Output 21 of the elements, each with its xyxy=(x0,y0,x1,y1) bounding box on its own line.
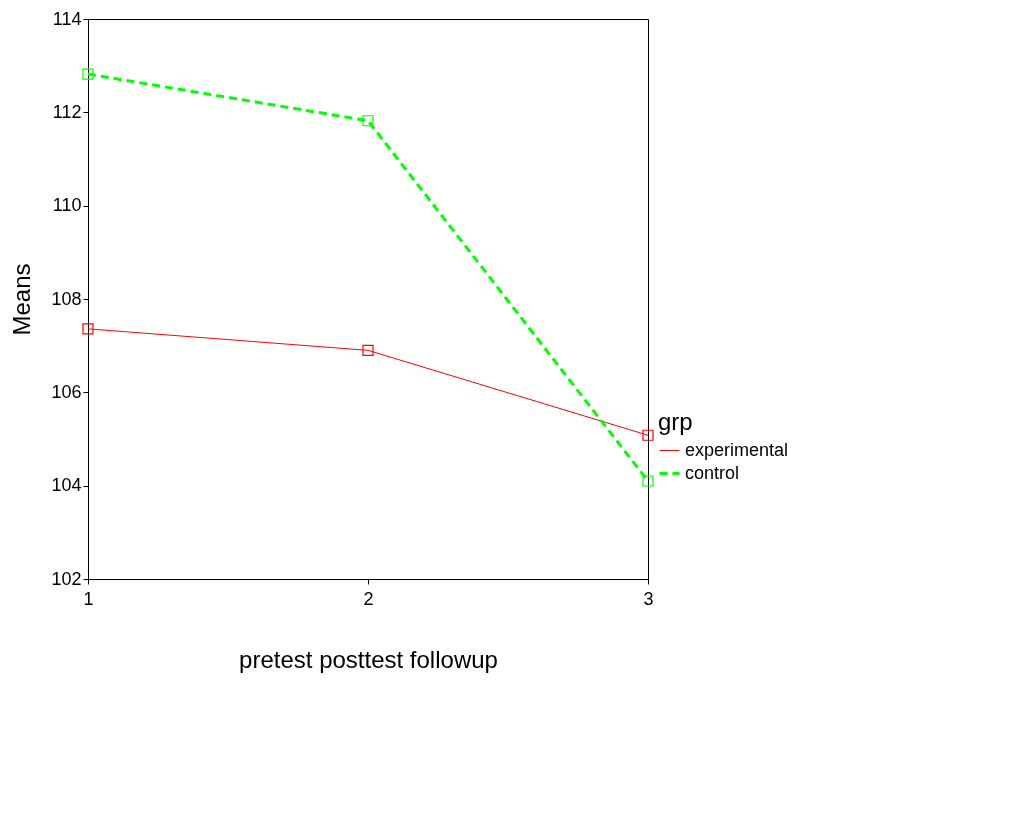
legend-label: experimental xyxy=(685,439,789,460)
legend-title: grp xyxy=(658,408,693,435)
x-tick-label: 2 xyxy=(363,588,374,609)
y-tick-label: 102 xyxy=(51,568,82,589)
point xyxy=(642,475,654,487)
point xyxy=(362,344,374,356)
x-tick-label: 1 xyxy=(83,588,94,609)
point xyxy=(82,68,94,80)
x-axis-title: pretest posttest followup xyxy=(239,645,498,673)
y-tick-label: 106 xyxy=(51,381,82,402)
point xyxy=(362,115,374,127)
y-axis-title: Means xyxy=(8,263,36,336)
y-tick-label: 110 xyxy=(52,195,82,216)
point xyxy=(82,323,94,335)
y-tick-label: 114 xyxy=(52,8,82,29)
point xyxy=(642,429,654,441)
x-tick-label: 3 xyxy=(643,588,654,609)
y-tick-label: 108 xyxy=(51,288,82,309)
y-tick-label: 104 xyxy=(51,475,82,496)
y-tick-label: 112 xyxy=(52,101,82,122)
legend-label: control xyxy=(685,462,740,483)
